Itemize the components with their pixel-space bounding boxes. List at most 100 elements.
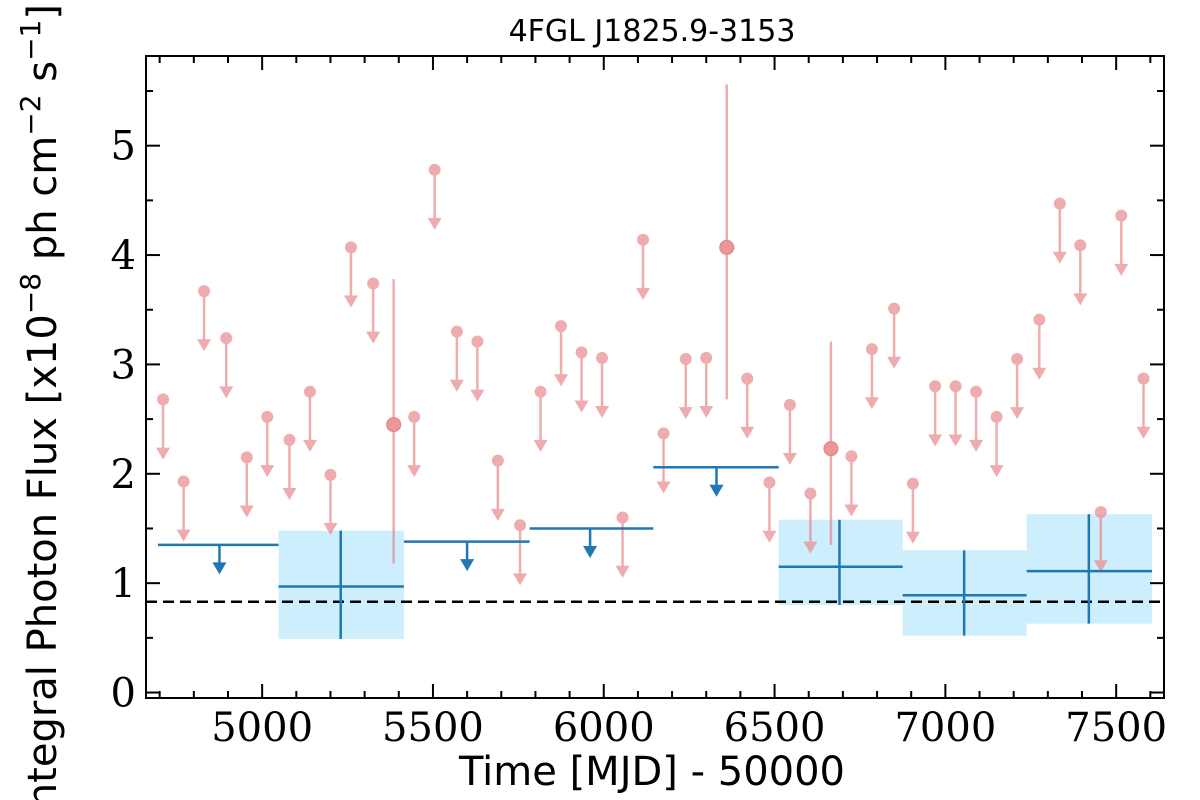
short-bin-upper-limit-point bbox=[679, 352, 692, 365]
short-bin-upper-limit-arrow bbox=[636, 287, 651, 300]
short-bin-upper-limit-arrow bbox=[282, 488, 297, 501]
short-bin-upper-limit-point bbox=[804, 487, 817, 500]
short-bin-upper-limit-point bbox=[283, 433, 296, 446]
short-bin-upper-limit-point bbox=[949, 380, 962, 393]
y-axis-label-main: Integral Photon Flux [x10 bbox=[20, 314, 66, 800]
short-bin-upper-limit-arrow bbox=[302, 439, 317, 452]
short-bin-detection-point bbox=[823, 441, 839, 457]
short-bin-upper-limit-point bbox=[700, 351, 713, 364]
x-tick-label: 6500 bbox=[724, 705, 826, 751]
short-bin-upper-limit-arrow bbox=[782, 453, 797, 466]
x-axis-label: Time [MJD] - 50000 bbox=[458, 749, 845, 795]
short-bin-upper-limit-point bbox=[177, 475, 190, 488]
long-bin-upper-limit-arrow bbox=[460, 559, 475, 572]
short-bin-upper-limit-point bbox=[970, 385, 983, 398]
y-axis-label-exp: −8 bbox=[14, 273, 47, 314]
x-tick-label: 7000 bbox=[894, 705, 996, 751]
tick-layer: 5000 5500 6000 6500 7000 7500 0 1 2 3 4 5 bbox=[111, 56, 1167, 751]
y-tick-label: 2 bbox=[111, 452, 136, 498]
short-bin-upper-limit-point bbox=[428, 163, 441, 176]
y-axis-label-exp3: −1 bbox=[14, 20, 47, 61]
chart-title: 4FGL J1825.9-3153 bbox=[509, 14, 796, 49]
short-bin-upper-limit-point bbox=[471, 335, 484, 348]
short-bin-upper-limit-point bbox=[1137, 372, 1150, 385]
short-bin-upper-limit-arrow bbox=[366, 331, 381, 344]
short-bin-upper-limit-arrow bbox=[699, 406, 714, 419]
short-bin-upper-limit-arrow bbox=[887, 356, 902, 369]
short-bin-upper-limit-arrow bbox=[343, 295, 358, 308]
short-bin-upper-limit-arrow bbox=[803, 541, 818, 554]
plot-layer bbox=[146, 84, 1164, 639]
short-bin-upper-limit-arrow bbox=[449, 379, 464, 392]
short-bin-upper-limit-point bbox=[450, 325, 463, 338]
short-bin-upper-limit-point bbox=[1074, 239, 1087, 252]
short-bin-upper-limit-point bbox=[990, 410, 1003, 423]
plot-frame bbox=[145, 55, 1165, 699]
y-axis-label-mid: ph cm bbox=[20, 136, 66, 273]
x-tick-label: 5000 bbox=[211, 705, 313, 751]
short-bin-upper-limit-arrow bbox=[197, 339, 212, 352]
short-bin-upper-limit-arrow bbox=[615, 565, 630, 578]
short-bin-upper-limit-point bbox=[741, 372, 754, 385]
y-tick-label: 3 bbox=[111, 342, 136, 388]
short-bin-upper-limit-arrow bbox=[323, 523, 338, 536]
short-bin-upper-limit-arrow bbox=[574, 400, 589, 413]
y-tick-label: 0 bbox=[111, 671, 136, 717]
short-bin-upper-limit-arrow bbox=[948, 434, 963, 447]
short-bin-upper-limit-arrow bbox=[407, 465, 422, 478]
short-bin-upper-limit-point bbox=[240, 451, 253, 464]
short-bin-upper-limit-point bbox=[261, 410, 274, 423]
y-tick-label: 4 bbox=[111, 233, 136, 279]
short-bin-upper-limit-point bbox=[845, 450, 858, 463]
short-bin-upper-limit-point bbox=[929, 380, 942, 393]
short-bin-upper-limit-arrow bbox=[762, 530, 777, 543]
short-bin-upper-limit-point bbox=[1033, 313, 1046, 326]
short-bin-upper-limit-point bbox=[596, 351, 609, 364]
short-bin-upper-limit-arrow bbox=[1093, 560, 1108, 573]
short-bin-upper-limit-point bbox=[1053, 197, 1066, 210]
y-tick-label: 1 bbox=[111, 561, 136, 607]
short-bin-upper-limit-arrow bbox=[928, 434, 943, 447]
short-bin-upper-limit-arrow bbox=[844, 504, 859, 517]
short-bin-upper-limit-arrow bbox=[1052, 251, 1067, 264]
short-bin-upper-limit-point bbox=[555, 320, 568, 333]
short-bin-upper-limit-arrow bbox=[219, 386, 234, 399]
y-axis-label-end: ] bbox=[20, 4, 66, 20]
short-bin-upper-limit-arrow bbox=[678, 407, 693, 420]
short-bin-upper-limit-point bbox=[616, 511, 629, 524]
short-bin-upper-limit-arrow bbox=[1136, 426, 1151, 439]
short-bin-upper-limit-point bbox=[575, 346, 588, 359]
short-bin-upper-limit-point bbox=[763, 476, 776, 489]
short-bin-upper-limit-point bbox=[344, 241, 357, 254]
short-bin-upper-limit-point bbox=[657, 427, 670, 440]
short-bin-upper-limit-point bbox=[888, 302, 901, 315]
short-bin-upper-limit-arrow bbox=[239, 505, 254, 518]
short-bin-upper-limit-point bbox=[783, 398, 796, 411]
short-bin-upper-limit-arrow bbox=[740, 426, 755, 439]
short-bin-upper-limit-point bbox=[324, 468, 337, 481]
long-bin-upper-limit-arrow bbox=[709, 484, 724, 497]
y-axis-label-mid2: s bbox=[20, 61, 66, 95]
short-bin-upper-limit-arrow bbox=[1032, 367, 1047, 380]
short-bin-upper-limit-arrow bbox=[176, 529, 191, 542]
short-bin-upper-limit-arrow bbox=[427, 217, 442, 230]
short-bin-upper-limit-arrow bbox=[656, 481, 671, 494]
short-bin-upper-limit-point bbox=[220, 332, 233, 345]
short-bin-upper-limit-point bbox=[198, 285, 211, 298]
short-bin-upper-limit-arrow bbox=[905, 531, 920, 544]
short-bin-upper-limit-arrow bbox=[513, 573, 528, 586]
x-tick-label: 5500 bbox=[382, 705, 484, 751]
short-bin-upper-limit-point bbox=[865, 343, 878, 356]
long-bin-upper-limit-arrow bbox=[212, 562, 227, 575]
short-bin-upper-limit-point bbox=[637, 233, 650, 246]
short-bin-series bbox=[156, 84, 1151, 586]
short-bin-detection-point bbox=[386, 417, 402, 433]
short-bin-upper-limit-arrow bbox=[989, 465, 1004, 478]
short-bin-upper-limit-arrow bbox=[1073, 293, 1088, 306]
short-bin-upper-limit-arrow bbox=[1114, 263, 1129, 276]
y-axis-label: Integral Photon Flux [x10−8 ph cm−2 s−1] bbox=[14, 4, 66, 800]
short-bin-upper-limit-point bbox=[1011, 352, 1024, 365]
short-bin-upper-limit-point bbox=[514, 519, 527, 532]
short-bin-upper-limit-point bbox=[303, 385, 316, 398]
short-bin-upper-limit-arrow bbox=[864, 397, 879, 410]
